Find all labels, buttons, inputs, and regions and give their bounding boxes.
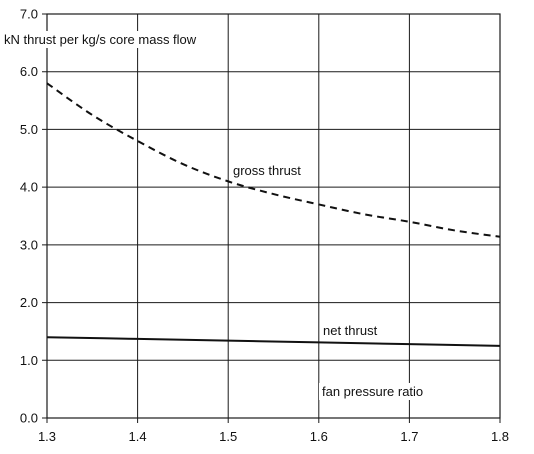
x-axis-label: fan pressure ratio: [322, 384, 423, 399]
y-tick-label: 7.0: [20, 7, 38, 22]
net-thrust-line: [46, 336, 501, 347]
y-tick-label: 5.0: [20, 122, 38, 137]
y-axis-label-background: [1, 31, 200, 48]
y-tick-label: 6.0: [20, 64, 38, 79]
net-thrust-label-background: [320, 322, 381, 339]
grid-lines: [42, 13, 501, 423]
x-axis-label-background: [319, 383, 427, 400]
y-tick-label: 4.0: [20, 180, 38, 195]
x-tick-label: 1.3: [38, 429, 56, 444]
gross-thrust-label: gross thrust: [233, 163, 301, 178]
x-tick-label: 1.4: [129, 429, 147, 444]
x-tick-label: 1.8: [491, 429, 509, 444]
plot-frame: [46, 13, 501, 419]
y-axis-label: kN thrust per kg/s core mass flow: [4, 32, 197, 47]
y-tick-label: 3.0: [20, 237, 38, 252]
y-tick-label: 1.0: [20, 353, 38, 368]
x-tick-label: 1.6: [310, 429, 328, 444]
x-tick-label: 1.5: [219, 429, 237, 444]
y-tick-label: 2.0: [20, 295, 38, 310]
tick-labels: 1.3 1.4 1.5 1.6 1.7 1.8 0.0 1.0 2.0 3.0 4.0 5.0 6.0 7…: [20, 7, 509, 445]
net-thrust-label: net thrust: [323, 323, 378, 338]
gross-thrust-line: [46, 82, 501, 238]
gross-thrust-label-background: [230, 162, 305, 179]
y-tick-label: 0.0: [20, 411, 38, 426]
series-lines: [46, 82, 501, 347]
x-tick-label: 1.7: [400, 429, 418, 444]
